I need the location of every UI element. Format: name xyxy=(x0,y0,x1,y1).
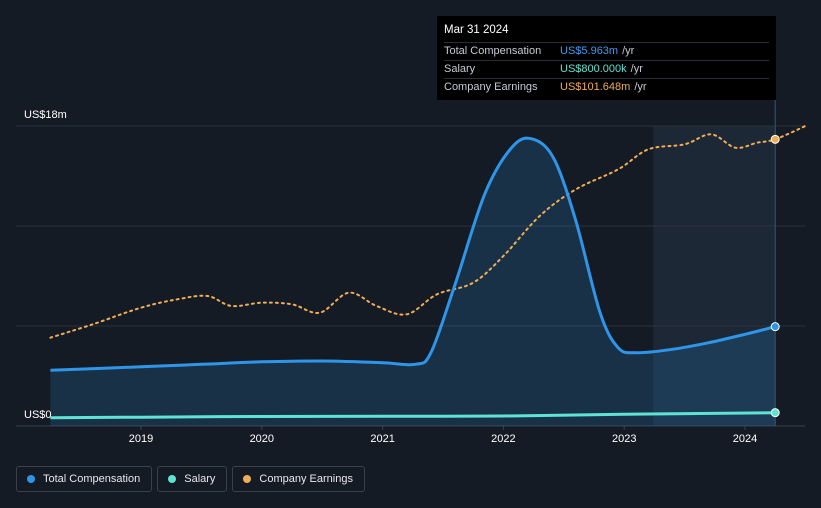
company-earnings-line xyxy=(49,125,807,339)
salary-point[interactable] xyxy=(770,408,780,418)
total-compensation-point[interactable] xyxy=(770,322,780,332)
tooltip-value: US$101.648m xyxy=(560,81,631,93)
total-compensation-line xyxy=(50,136,776,372)
legend-label: Company Earnings xyxy=(259,473,353,485)
tooltip-label: Company Earnings xyxy=(444,81,538,93)
x-tick-label: 2022 xyxy=(491,433,515,445)
x-tick-label: 2019 xyxy=(129,433,153,445)
legend-item-salary[interactable]: Salary xyxy=(157,466,228,492)
legend-item-total-compensation[interactable]: Total Compensation xyxy=(16,466,153,492)
tooltip-row-earnings: Company Earnings US$101.648m/yr xyxy=(444,79,769,96)
y-axis-bottom-label: US$0 xyxy=(24,409,52,421)
legend-label: Total Compensation xyxy=(43,473,141,485)
y-axis-top-label: US$18m xyxy=(24,109,67,121)
x-tick-label: 2020 xyxy=(250,433,274,445)
tooltip-date: Mar 31 2024 xyxy=(444,22,769,43)
tooltip: Mar 31 2024 Total Compensation US$5.963m /… xyxy=(437,16,776,100)
legend: Total Compensation Salary Company Earnin… xyxy=(16,466,365,492)
tooltip-row-total: Total Compensation US$5.963m/yr xyxy=(444,43,769,61)
x-tick-label: 2021 xyxy=(370,433,394,445)
tooltip-value: US$5.963m xyxy=(560,45,619,57)
gridlines xyxy=(16,125,805,427)
tooltip-value: US$800.000k xyxy=(560,63,627,75)
legend-label: Salary xyxy=(184,473,216,485)
x-axis-ticks: 2019 2020 2021 2022 2023 2024 xyxy=(129,426,757,445)
tooltip-row-salary: Salary US$800.000k/yr xyxy=(444,61,769,79)
company-earnings-dot-icon xyxy=(243,475,252,483)
tooltip-label: Salary xyxy=(444,63,476,75)
salary-dot-icon xyxy=(168,475,177,483)
x-tick-label: 2023 xyxy=(612,433,636,445)
tooltip-unit: /yr xyxy=(634,81,647,93)
tooltip-unit: /yr xyxy=(630,63,643,75)
company-earnings-point[interactable] xyxy=(770,134,780,144)
tooltip-label: Total Compensation xyxy=(444,45,542,57)
tooltip-unit: /yr xyxy=(622,45,635,57)
highlight-band xyxy=(653,126,776,426)
x-tick-label: 2024 xyxy=(733,433,757,445)
total-compensation-dot-icon xyxy=(27,475,35,483)
salary-line xyxy=(50,411,776,420)
total-compensation-area xyxy=(50,138,776,426)
legend-item-company-earnings[interactable]: Company Earnings xyxy=(232,466,365,492)
